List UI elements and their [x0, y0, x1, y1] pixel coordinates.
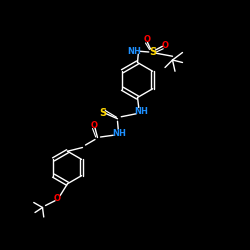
Text: S: S: [149, 47, 156, 57]
Text: S: S: [99, 108, 106, 118]
Text: O: O: [144, 36, 151, 44]
Text: O: O: [90, 120, 97, 130]
Text: NH: NH: [127, 47, 141, 56]
Text: NH: NH: [134, 107, 148, 116]
Text: NH: NH: [112, 129, 126, 138]
Text: O: O: [54, 194, 61, 203]
Text: O: O: [162, 40, 168, 50]
